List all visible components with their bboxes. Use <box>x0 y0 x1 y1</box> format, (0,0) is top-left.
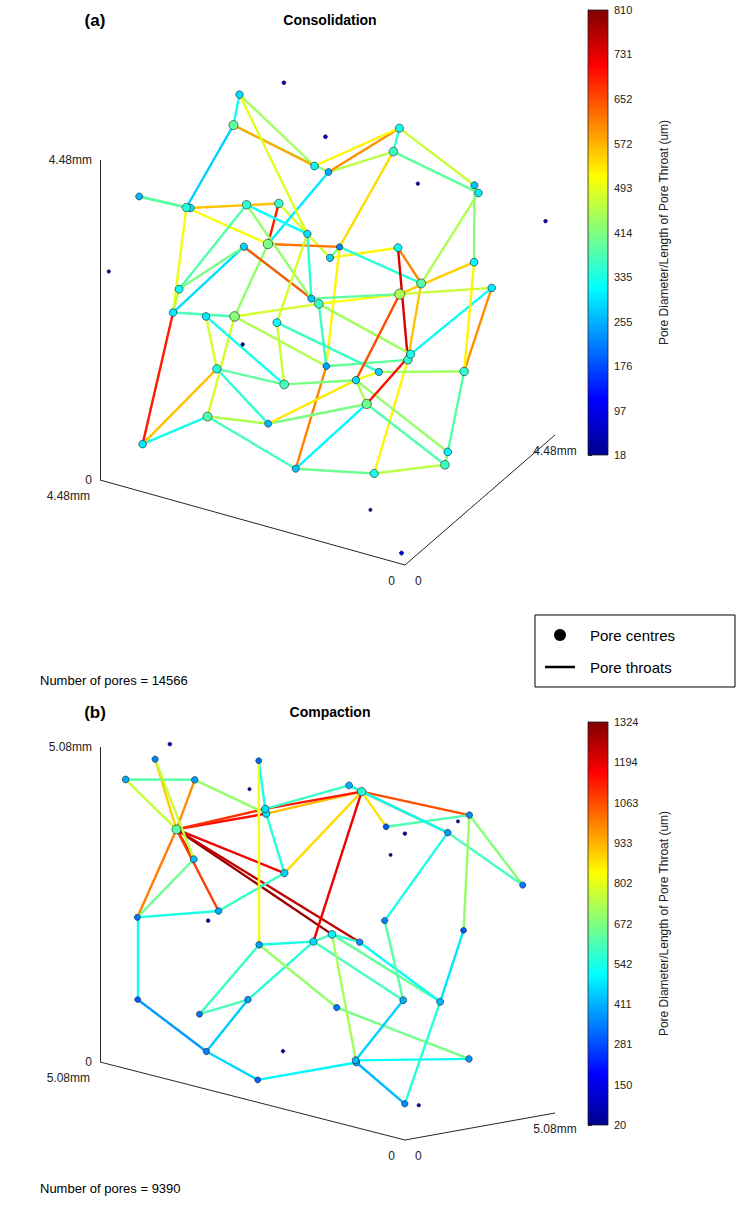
svg-text:335: 335 <box>614 271 632 283</box>
svg-text:Pore throats: Pore throats <box>590 659 672 676</box>
svg-text:542: 542 <box>614 958 632 970</box>
svg-text:18: 18 <box>614 449 626 461</box>
svg-text:Pore Diameter/Length of Pore T: Pore Diameter/Length of Pore Throat (um) <box>657 811 671 1036</box>
svg-text:Consolidation: Consolidation <box>283 12 376 28</box>
svg-text:150: 150 <box>614 1079 632 1091</box>
svg-text:(b): (b) <box>84 703 106 722</box>
svg-text:Pore Diameter/Length of Pore T: Pore Diameter/Length of Pore Throat (um) <box>657 120 671 345</box>
svg-text:4.48mm: 4.48mm <box>533 444 576 458</box>
svg-text:933: 933 <box>614 837 632 849</box>
svg-text:Pore centres: Pore centres <box>590 627 675 644</box>
svg-text:672: 672 <box>614 918 632 930</box>
svg-text:255: 255 <box>614 316 632 328</box>
svg-text:652: 652 <box>614 93 632 105</box>
svg-text:802: 802 <box>614 877 632 889</box>
svg-text:1194: 1194 <box>614 756 638 768</box>
svg-text:0: 0 <box>415 1149 422 1163</box>
svg-text:Number of pores = 9390: Number of pores = 9390 <box>40 1181 181 1196</box>
svg-text:572: 572 <box>614 138 632 150</box>
svg-text:0: 0 <box>388 1149 395 1163</box>
svg-text:1063: 1063 <box>614 797 638 809</box>
svg-text:0: 0 <box>85 473 92 487</box>
svg-text:5.08mm: 5.08mm <box>47 1071 90 1085</box>
svg-text:493: 493 <box>614 182 632 194</box>
svg-text:281: 281 <box>614 1038 632 1050</box>
svg-text:0: 0 <box>388 574 395 588</box>
svg-text:20: 20 <box>614 1119 626 1131</box>
svg-text:4.48mm: 4.48mm <box>49 153 92 167</box>
svg-text:414: 414 <box>614 227 632 239</box>
svg-text:Compaction: Compaction <box>290 704 371 720</box>
svg-text:411: 411 <box>614 998 632 1010</box>
svg-text:Number of pores = 14566: Number of pores = 14566 <box>40 673 188 688</box>
svg-text:0: 0 <box>85 1055 92 1069</box>
svg-text:5.08mm: 5.08mm <box>49 740 92 754</box>
svg-text:810: 810 <box>614 4 632 16</box>
svg-text:4.48mm: 4.48mm <box>47 489 90 503</box>
svg-text:176: 176 <box>614 360 632 372</box>
svg-text:5.08mm: 5.08mm <box>533 1122 576 1136</box>
svg-text:(a): (a) <box>85 11 106 30</box>
svg-text:731: 731 <box>614 48 632 60</box>
svg-text:1324: 1324 <box>614 716 638 728</box>
svg-text:97: 97 <box>614 405 626 417</box>
svg-text:0: 0 <box>415 574 422 588</box>
